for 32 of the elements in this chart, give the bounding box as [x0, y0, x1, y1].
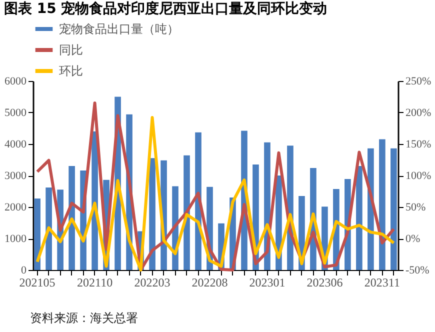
y2-tick-label: 150% — [406, 138, 432, 150]
legend-label: 同比 — [59, 43, 83, 57]
y-tick-label: 0 — [21, 264, 27, 276]
y2-tick-label: 250% — [406, 76, 432, 88]
y2-tick-label: -50% — [406, 264, 430, 276]
x-tick-label: 202301 — [249, 276, 286, 290]
bar — [46, 187, 52, 270]
y-tick-label: 4000 — [4, 138, 27, 150]
bar — [356, 166, 362, 270]
x-tick-label: 202208 — [192, 276, 228, 290]
legend-label: 环比 — [59, 64, 83, 78]
bar — [379, 139, 386, 270]
x-tick-label: 202311 — [364, 276, 400, 290]
x-tick-label: 202110 — [77, 276, 113, 290]
y-tick-label: 5000 — [4, 107, 27, 119]
x-tick-label: 202203 — [134, 276, 170, 290]
y2-tick-label: 50% — [406, 202, 426, 214]
y2-tick-label: 100% — [406, 170, 432, 182]
x-tick-label: 202306 — [306, 276, 343, 290]
text: 资料来源：海关总署 — [29, 310, 139, 326]
bar — [34, 198, 40, 270]
y-tick-label: 3000 — [4, 170, 27, 182]
y2-tick-label: 200% — [406, 107, 432, 119]
legend-label: 宠物食品出口量（吨） — [59, 22, 179, 36]
bar — [390, 148, 397, 270]
bar — [149, 158, 156, 270]
chart-title: 图表 15 宠物食品对印度尼西亚出口量及同环比变动 — [4, 0, 328, 17]
y-tick-label: 2000 — [4, 202, 27, 214]
y-tick-label: 1000 — [4, 233, 27, 245]
x-tick-label: 202105 — [19, 276, 56, 290]
y2-tick-label: 0% — [406, 233, 420, 245]
y-tick-label: 6000 — [4, 76, 27, 88]
